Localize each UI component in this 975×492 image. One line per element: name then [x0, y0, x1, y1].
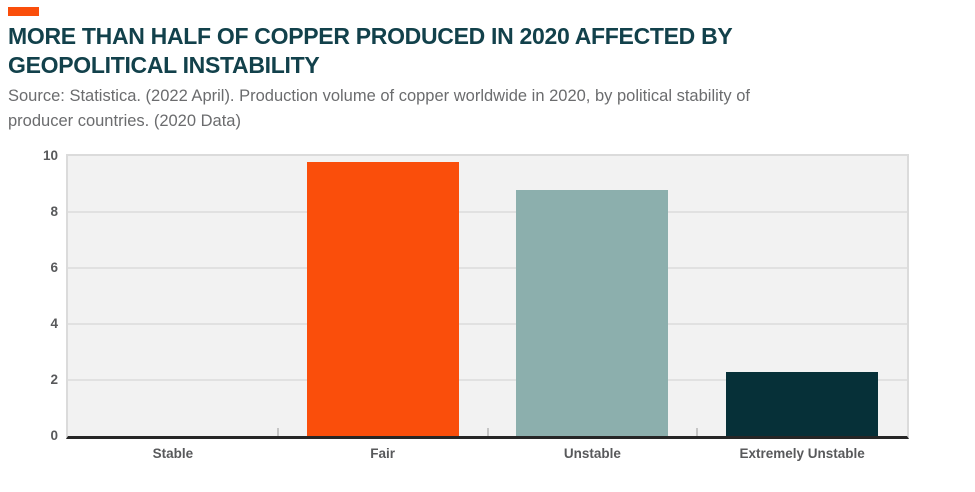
- y-tick-label-0: 0: [50, 428, 58, 443]
- bar-chart-plot-area: [66, 154, 909, 439]
- source-citation-line-2: producer countries. (2020 Data): [8, 112, 241, 130]
- source-citation-line-1: Source: Statistica. (2022 April). Produc…: [8, 87, 750, 105]
- x-tick-label-stable: Stable: [152, 446, 194, 461]
- y-tick-label-2: 2: [50, 372, 58, 387]
- gridline-y-4: [68, 323, 907, 325]
- gridline-y-8: [68, 211, 907, 213]
- gridline-y-6: [68, 267, 907, 269]
- category-boundary-tick: [276, 428, 279, 436]
- x-tick-label-extremely-unstable: Extremely Unstable: [739, 446, 865, 461]
- chart-title-line-2: GEOPOLITICAL INSTABILITY: [8, 52, 320, 78]
- y-tick-label-6: 6: [50, 260, 58, 275]
- chart-title-line-1: MORE THAN HALF OF COPPER PRODUCED IN 202…: [8, 23, 733, 49]
- plot-panel: [68, 156, 907, 436]
- accent-dash: [8, 7, 39, 16]
- bar-unstable: [516, 189, 669, 436]
- category-boundary-tick: [486, 428, 489, 436]
- y-tick-label-8: 8: [50, 204, 58, 219]
- y-tick-label-10: 10: [42, 148, 58, 163]
- y-tick-label-4: 4: [50, 316, 58, 331]
- x-tick-label-fair: Fair: [370, 446, 395, 461]
- x-tick-label-unstable: Unstable: [563, 446, 621, 461]
- source-citation: Source: Statistica. (2022 April). Produc…: [8, 84, 938, 134]
- bar-extremely-unstable: [726, 371, 879, 436]
- gridline-y-2: [68, 379, 907, 381]
- category-boundary-tick: [696, 428, 699, 436]
- chart-title: MORE THAN HALF OF COPPER PRODUCED IN 202…: [8, 22, 938, 80]
- bar-fair: [306, 161, 459, 436]
